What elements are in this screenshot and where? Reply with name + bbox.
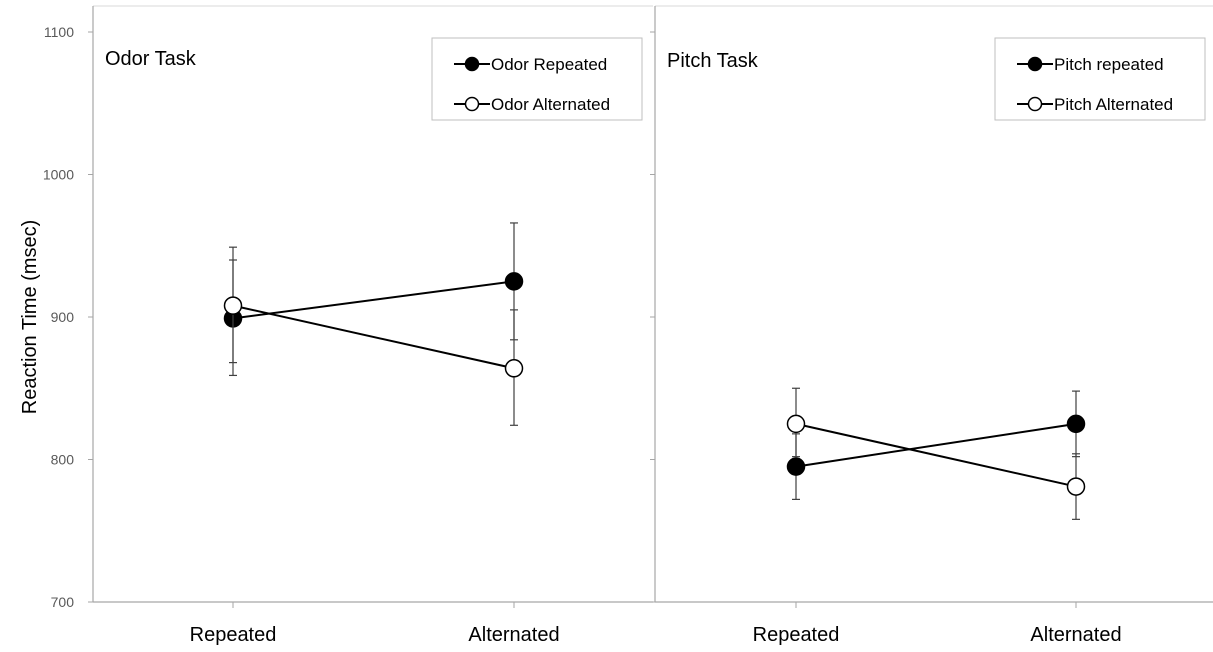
panel-title: Odor Task bbox=[105, 48, 197, 70]
x-tick-label: Alternated bbox=[468, 624, 559, 646]
y-tick-label: 700 bbox=[51, 594, 75, 610]
series-line bbox=[232, 280, 515, 320]
series bbox=[786, 387, 1086, 520]
panel: Repeated Alternated Pitch Task Pitch repeat… bbox=[650, 5, 1213, 646]
legend-marker bbox=[464, 56, 480, 72]
panel: Repeated Alternated Odor Task Odor Repeated… bbox=[88, 5, 653, 646]
series bbox=[786, 390, 1086, 500]
series-line bbox=[795, 422, 1077, 468]
data-point bbox=[786, 414, 806, 434]
x-tick-label: Alternated bbox=[1030, 624, 1121, 646]
legend-marker bbox=[464, 96, 480, 112]
y-tick-label: 1000 bbox=[43, 167, 74, 183]
legend-label: Pitch repeated bbox=[1054, 55, 1164, 74]
panels: Repeated Alternated Odor Task Odor Repeated… bbox=[88, 5, 1213, 646]
data-point bbox=[786, 457, 806, 476]
legend: Pitch repeated Pitch Alternated bbox=[994, 37, 1206, 121]
x-tick-label: Repeated bbox=[190, 624, 277, 646]
data-point bbox=[1066, 414, 1086, 434]
legend-marker bbox=[1027, 56, 1043, 72]
y-tick-label: 800 bbox=[51, 452, 75, 468]
data-point bbox=[1066, 477, 1086, 496]
series-line bbox=[795, 422, 1077, 488]
data-point bbox=[504, 272, 524, 291]
series-line bbox=[232, 304, 515, 370]
x-tick-label: Repeated bbox=[753, 624, 840, 646]
series bbox=[223, 246, 524, 426]
panel-title: Pitch Task bbox=[667, 50, 759, 72]
y-tick-label: 900 bbox=[51, 309, 75, 325]
y-tick-label: 1100 bbox=[44, 24, 74, 40]
legend-label: Pitch Alternated bbox=[1054, 95, 1173, 114]
data-point bbox=[504, 359, 524, 378]
y-tick-labels: 700 800 900 1000 1100 bbox=[43, 24, 74, 610]
legend-label: Odor Repeated bbox=[491, 55, 607, 74]
y-axis-label: Reaction Time (msec) bbox=[19, 220, 41, 415]
legend: Odor Repeated Odor Alternated bbox=[431, 37, 643, 121]
legend-marker bbox=[1027, 96, 1043, 112]
legend-label: Odor Alternated bbox=[491, 95, 610, 114]
data-point bbox=[223, 296, 243, 315]
